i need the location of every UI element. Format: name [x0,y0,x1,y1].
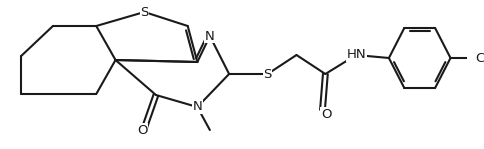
Text: S: S [263,67,271,80]
Text: O: O [320,107,331,121]
Text: S: S [140,6,148,18]
Text: N: N [205,30,214,42]
Text: HN: HN [346,49,365,62]
Text: Cl: Cl [474,52,484,65]
Text: O: O [137,124,148,136]
Text: N: N [192,100,202,114]
